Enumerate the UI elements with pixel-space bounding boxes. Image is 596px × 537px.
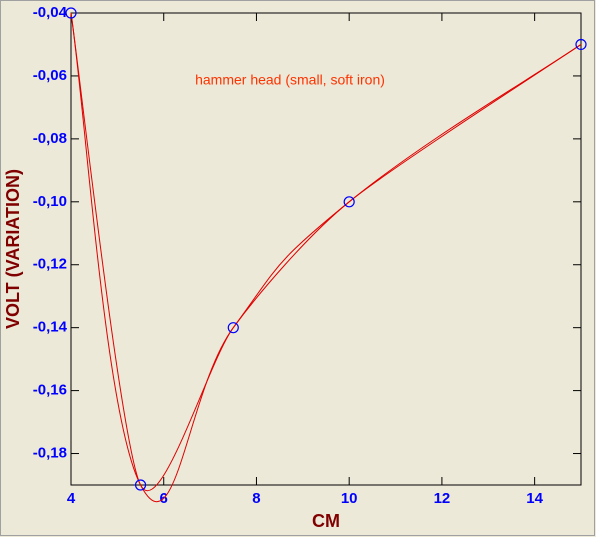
marker — [134, 479, 147, 491]
y-tick-label: -0,16 — [33, 382, 67, 399]
y-tick-label: -0,14 — [33, 319, 68, 336]
x-tick-label: 14 — [526, 490, 543, 507]
marker — [343, 196, 355, 208]
x-tick-label: 10 — [341, 490, 358, 507]
y-tick-label: -0,12 — [33, 256, 67, 273]
x-tick-label: 8 — [252, 490, 260, 507]
y-tick-label: -0,18 — [33, 445, 67, 462]
y-tick-label: -0,04 — [33, 4, 68, 21]
x-axis-label: CM — [312, 511, 340, 531]
marker — [575, 38, 587, 51]
line — [70, 12, 582, 491]
y-tick-label: -0,10 — [33, 193, 67, 210]
marker — [227, 322, 239, 334]
plot-area — [70, 12, 582, 486]
x-tick-label: 4 — [67, 490, 76, 507]
y-axis-label: VOLT (VARIATION) — [3, 169, 23, 329]
x-tick-label: 12 — [434, 490, 451, 507]
y-tick-label: -0,08 — [33, 130, 67, 147]
line — [70, 12, 582, 503]
marker — [65, 7, 77, 19]
y-tick-label: -0,06 — [33, 67, 67, 84]
annotation: hammer head (small, soft iron) — [195, 72, 385, 88]
